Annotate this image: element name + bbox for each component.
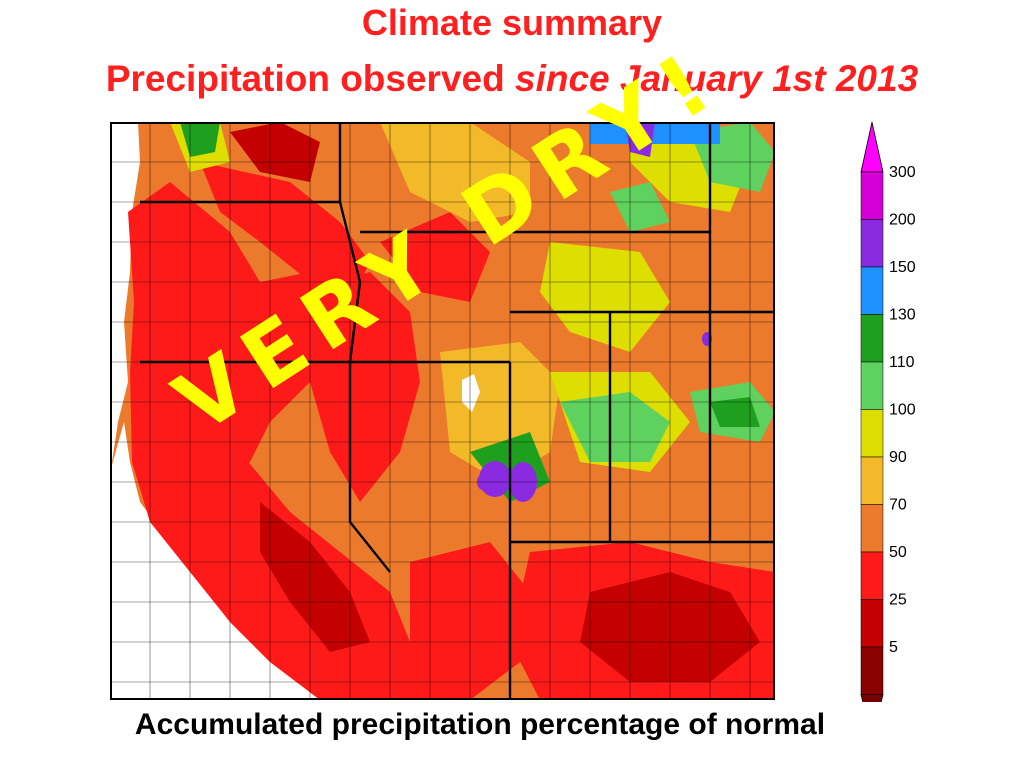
scale-labels: 300 200 150 130 110 100 90 70 50 25 5 (889, 164, 916, 656)
wet-zone-colorado (560, 392, 670, 462)
purple-zone-colorado (479, 461, 511, 497)
scale-tick-label: 90 (889, 449, 907, 466)
scale-bin (860, 599, 884, 648)
map-caption: Accumulated precipitation percentage of … (134, 708, 826, 741)
ocean-south (110, 422, 320, 700)
state-borders (140, 122, 775, 700)
very-dry-zone-california (260, 502, 370, 652)
yellow-zone-wyoming (540, 242, 670, 352)
scale-tick-label: 150 (889, 259, 916, 276)
scale-bin (860, 456, 884, 505)
scale-bin (860, 361, 884, 410)
scale-tick-label: 25 (889, 592, 907, 609)
ocean (110, 122, 140, 472)
scale-bin (860, 171, 884, 220)
slide-subtitle: Precipitation observed since January 1st… (0, 58, 1024, 100)
scale-arrow-top (860, 122, 884, 173)
wet-zone-north (610, 182, 670, 232)
scale-bin (860, 314, 884, 363)
scale-arrow-bottom (860, 694, 884, 702)
scale-tick-label: 70 (889, 497, 907, 514)
subtitle-main: Precipitation observed (105, 58, 515, 99)
precipitation-map (110, 122, 775, 700)
scale-tick-label: 50 (889, 544, 907, 561)
scale-tick-label: 100 (889, 402, 916, 419)
dry-zone-oregon (200, 162, 370, 302)
scale-bin (860, 646, 884, 695)
scale-tick-label: 5 (889, 639, 898, 656)
scale-bins (860, 122, 884, 702)
scale-bin (860, 219, 884, 268)
slide-title: Climate summary (361, 2, 663, 43)
dry-zone-idaho (380, 212, 490, 302)
purple-zone-montana (625, 122, 655, 157)
near-normal-montana (380, 122, 530, 222)
scale-bin (860, 504, 884, 553)
wet-zone-dakota-2 (710, 397, 760, 427)
subtitle-italic: since January 1st 2013 (515, 58, 919, 99)
very-dry-zone-north (230, 122, 320, 182)
scale-bin (860, 266, 884, 315)
great-salt-lake (462, 374, 480, 412)
scale-tick-label: 300 (889, 164, 916, 181)
scale-bin (860, 409, 884, 458)
scale-tick-label: 200 (889, 212, 916, 229)
color-scale-legend: 300 200 150 130 110 100 90 70 50 25 5 (860, 122, 916, 702)
scale-bin (860, 551, 884, 600)
scale-tick-label: 130 (889, 307, 916, 324)
map-frame (110, 122, 775, 700)
scale-tick-label: 110 (889, 354, 915, 371)
very-wet-zone-montana (590, 122, 720, 144)
